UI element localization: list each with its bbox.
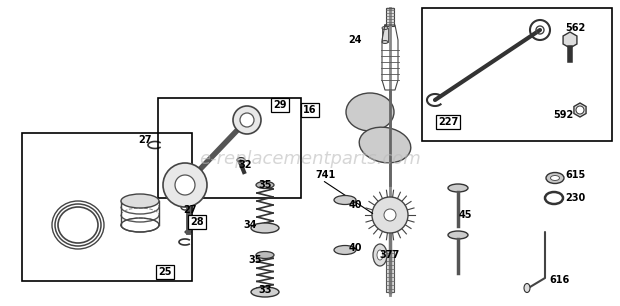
Ellipse shape	[359, 127, 411, 163]
Bar	[22, 133, 192, 281]
Ellipse shape	[546, 173, 564, 184]
Text: 592: 592	[553, 110, 573, 120]
Text: 230: 230	[565, 193, 585, 203]
Ellipse shape	[346, 93, 394, 131]
Ellipse shape	[251, 223, 279, 233]
Ellipse shape	[185, 230, 191, 233]
Text: 562: 562	[565, 23, 585, 33]
Ellipse shape	[256, 181, 274, 188]
Text: e-replacementparts.com: e-replacementparts.com	[199, 150, 421, 168]
Text: 741: 741	[315, 170, 335, 180]
Text: 27: 27	[184, 205, 197, 215]
Text: 29: 29	[273, 100, 286, 110]
Text: 615: 615	[565, 170, 585, 180]
Text: 24: 24	[348, 35, 361, 45]
Text: 16: 16	[303, 105, 317, 115]
Ellipse shape	[334, 196, 356, 204]
Ellipse shape	[382, 40, 388, 43]
Circle shape	[240, 113, 254, 127]
Ellipse shape	[448, 184, 468, 192]
Text: 25: 25	[158, 267, 172, 277]
Ellipse shape	[334, 245, 356, 255]
Circle shape	[384, 209, 396, 221]
Circle shape	[233, 106, 261, 134]
Ellipse shape	[121, 194, 159, 208]
FancyBboxPatch shape	[386, 250, 394, 292]
Text: 35: 35	[259, 180, 272, 190]
Ellipse shape	[373, 244, 387, 266]
Text: 27: 27	[138, 135, 152, 145]
Ellipse shape	[551, 176, 559, 181]
Ellipse shape	[448, 231, 468, 239]
Circle shape	[163, 163, 207, 207]
Ellipse shape	[251, 287, 279, 297]
Text: 34: 34	[243, 220, 257, 230]
Ellipse shape	[256, 252, 274, 259]
Text: 227: 227	[438, 117, 458, 127]
Text: 28: 28	[190, 217, 204, 227]
Text: 33: 33	[259, 285, 272, 295]
Text: 40: 40	[348, 200, 361, 210]
Ellipse shape	[524, 283, 530, 293]
Circle shape	[372, 197, 408, 233]
Text: 40: 40	[348, 243, 361, 253]
Ellipse shape	[237, 158, 245, 162]
Ellipse shape	[185, 199, 191, 201]
Ellipse shape	[382, 27, 388, 29]
FancyBboxPatch shape	[382, 28, 388, 42]
Bar	[422, 8, 612, 141]
FancyBboxPatch shape	[386, 8, 394, 26]
Text: 616: 616	[550, 275, 570, 285]
Circle shape	[175, 175, 195, 195]
Text: 377: 377	[380, 250, 400, 260]
Text: 32: 32	[238, 160, 252, 170]
Circle shape	[576, 106, 584, 114]
Ellipse shape	[377, 250, 383, 260]
Text: 35: 35	[248, 255, 262, 265]
Text: 45: 45	[458, 210, 472, 220]
Bar	[158, 98, 301, 198]
